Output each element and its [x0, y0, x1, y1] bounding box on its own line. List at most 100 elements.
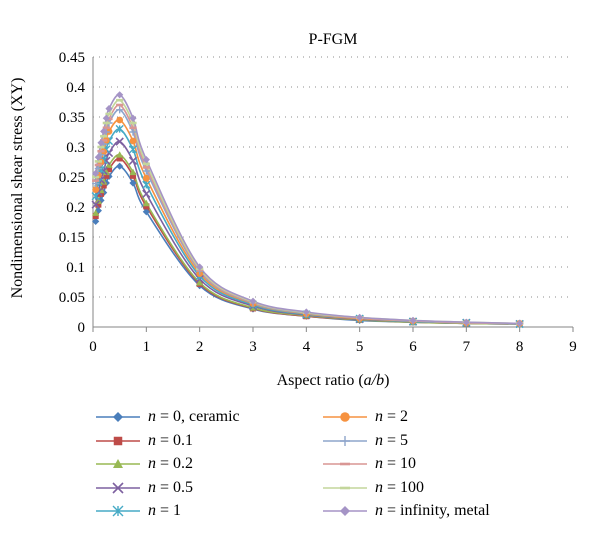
y-tick-label: 0.35 [59, 110, 85, 126]
data-point-s0-p7 [129, 179, 137, 187]
legend-swatch [96, 412, 140, 422]
data-point-s8-p1 [94, 160, 102, 163]
legend-label-var: n [375, 478, 383, 496]
data-point-s7-p2 [97, 149, 105, 153]
data-point-s9-p1 [94, 153, 102, 161]
legend-swatch [323, 435, 367, 446]
data-point-s0-p2 [97, 196, 105, 204]
legend-label: n = 0.5 [148, 479, 193, 497]
data-point-s8-p6 [116, 98, 124, 102]
data-point-s7-p6 [116, 103, 124, 107]
legend-label-text: = 1 [156, 502, 182, 520]
legend-label-text: = 0.1 [156, 431, 194, 449]
legend-swatch-marker [340, 462, 350, 466]
series-lines [94, 93, 520, 325]
chart-title: P-FGM [309, 31, 358, 48]
x-tick-labels: 0 1 2 3 4 5 6 7 8 9 [89, 339, 577, 355]
data-point-s4-p6 [115, 124, 124, 134]
data-point-s7-p1 [94, 163, 102, 167]
y-axis-label: Nondimensional shear stress (XY) [9, 78, 26, 299]
data-point-s4-p8 [142, 180, 151, 189]
x-tick-label: 1 [143, 339, 151, 355]
legend-swatch-marker [340, 435, 350, 446]
x-tick-label: 0 [89, 339, 97, 355]
x-tick-label: 9 [569, 339, 577, 355]
legend-item: n = 0.2 [96, 453, 193, 475]
legend-label-var: n [148, 408, 156, 425]
legend-label-text: = 0, ceramic [156, 408, 240, 425]
y-tick-label: 0.3 [66, 140, 85, 156]
data-point-s3-p0 [91, 200, 100, 209]
legend-label: n = 5 [375, 432, 408, 450]
data-point-s1-p0 [92, 212, 99, 220]
x-tick-label: 3 [249, 339, 257, 355]
x-axis-label: Aspect ratio (a/b) [277, 372, 390, 389]
y-tick-label: 0.1 [66, 260, 85, 276]
data-point-s5-p7 [129, 137, 137, 145]
series-line-2 [94, 153, 520, 325]
data-point-s2-p7 [129, 168, 137, 176]
legend-item: n = 2 [323, 406, 408, 428]
legend-swatch-marker [112, 482, 124, 494]
x-tick-label: 7 [463, 339, 471, 355]
legend-swatch [96, 482, 140, 494]
legend-swatch [323, 462, 367, 466]
data-point-s9-p13 [409, 316, 417, 324]
legend-item: n = 100 [323, 477, 424, 499]
data-point-s9-p9 [196, 263, 204, 271]
legend-label-var: n [148, 502, 156, 520]
x-tick-label: 5 [356, 339, 364, 355]
legend-label-var: n [375, 408, 383, 425]
data-point-s8-p3 [100, 134, 108, 138]
data-point-s5-p0 [92, 186, 100, 194]
legend-item: n = infinity, metal [323, 500, 490, 522]
y-tick-label: 0.05 [59, 290, 85, 306]
legend-label-var: n [148, 455, 156, 473]
data-point-s5-p8 [142, 174, 150, 182]
data-point-s2-p1 [94, 197, 102, 204]
data-point-s9-p8 [142, 156, 150, 164]
data-point-s9-p14 [462, 318, 470, 326]
legend-swatch [96, 505, 140, 517]
data-point-s7-p0 [92, 179, 100, 182]
data-point-s9-p7 [129, 114, 137, 122]
axes [92, 57, 574, 332]
x-tick-label: 6 [409, 339, 417, 355]
legend-swatch-marker [340, 506, 350, 517]
legend-item: n = 10 [323, 453, 416, 475]
data-point-s0-p8 [142, 208, 150, 216]
legend-label-text: = 100 [383, 478, 425, 496]
x-tick-label: 8 [516, 339, 524, 355]
legend-label-text: = infinity, metal [383, 502, 490, 520]
legend-label-text: = 0.5 [156, 478, 194, 496]
legend-item: n = 0.5 [96, 477, 193, 499]
legend-swatch [323, 412, 367, 422]
data-point-s8-p8 [142, 162, 150, 166]
data-point-s9-p2 [97, 139, 105, 147]
series-line-5 [94, 119, 520, 325]
data-point-s7-p7 [129, 126, 137, 130]
data-point-s1-p6 [116, 155, 123, 162]
data-point-s9-p11 [302, 308, 310, 316]
legend-swatch-marker [113, 459, 123, 469]
data-point-s9-p15 [516, 319, 524, 327]
legend-swatch-marker [113, 436, 123, 445]
y-tick-label: 0 [78, 320, 86, 336]
data-point-s2-p9 [196, 279, 204, 286]
data-point-s8-p4 [102, 121, 110, 125]
legend-swatch [96, 459, 140, 469]
data-point-s4-p0 [91, 192, 100, 201]
data-point-s2-p0 [92, 209, 100, 216]
data-point-s0-p6 [116, 162, 124, 170]
data-point-s9-p4 [102, 114, 110, 122]
legend-label-var: n [148, 478, 156, 496]
data-point-s2-p8 [142, 199, 150, 207]
legend-swatch-marker [112, 505, 124, 517]
data-point-s9-p0 [92, 169, 100, 177]
data-point-s1-p4 [103, 172, 110, 179]
y-tick-labels: 0 0.05 0.1 0.15 0.2 0.25 0.3 0.35 0.4 0.45 [59, 50, 86, 336]
legend-label: n = 0.1 [148, 432, 193, 450]
data-point-s9-p5 [105, 105, 113, 113]
data-point-s2-p3 [100, 178, 108, 185]
